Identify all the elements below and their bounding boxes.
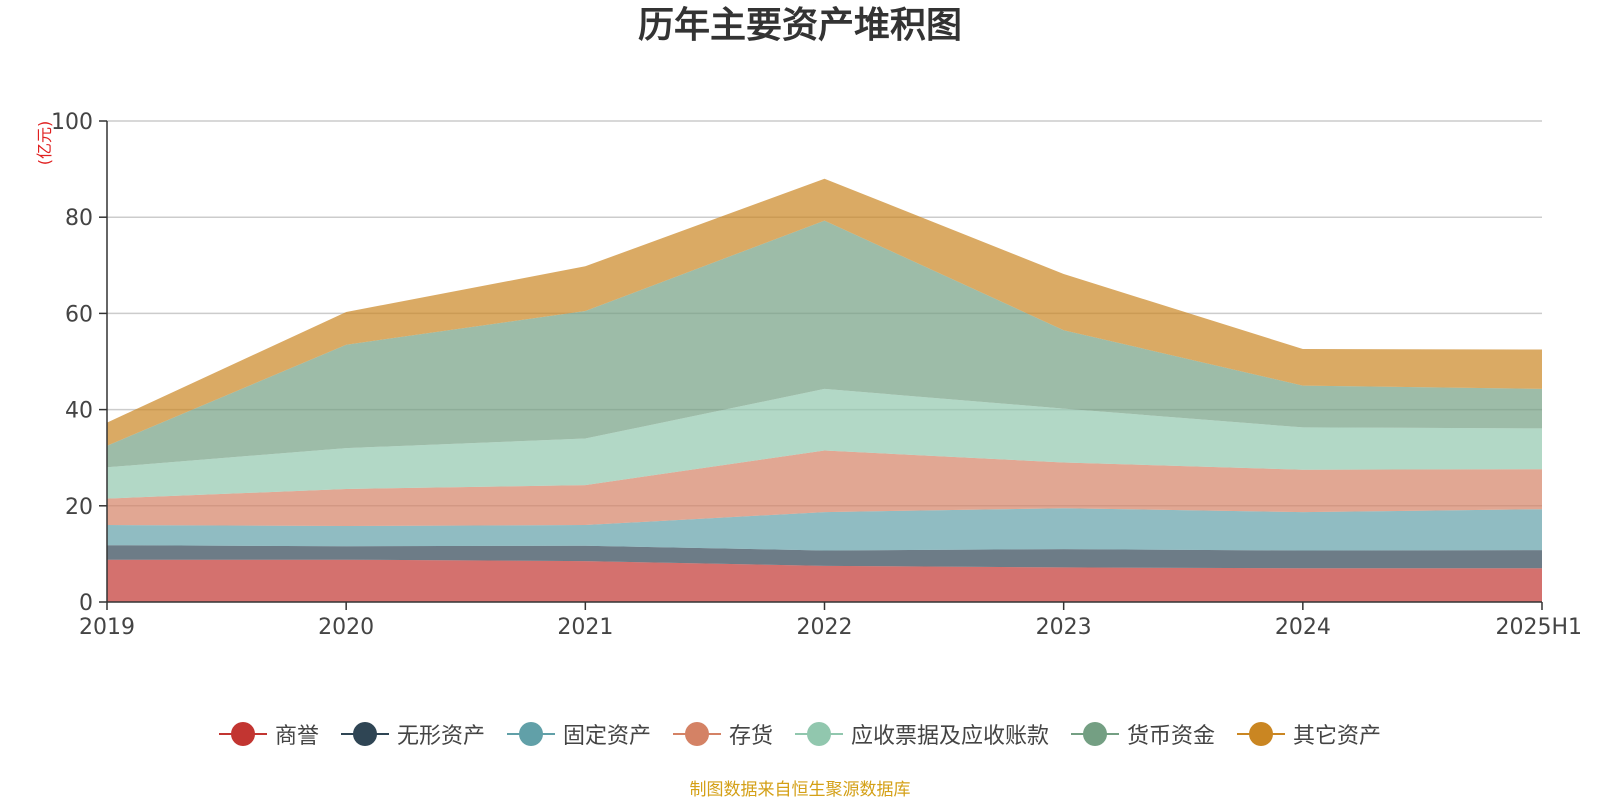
x-tick-label: 2023 bbox=[1036, 615, 1092, 640]
legend-swatch-icon bbox=[795, 722, 843, 746]
area-series-6 bbox=[107, 178, 1542, 446]
x-tick-label: 2020 bbox=[318, 615, 374, 640]
y-tick-label: 40 bbox=[65, 399, 93, 424]
legend-swatch-icon bbox=[672, 722, 721, 746]
legend-swatch-icon bbox=[218, 722, 267, 746]
x-tick-label: 2022 bbox=[797, 615, 853, 640]
legend-label: 存货 bbox=[728, 724, 773, 749]
legend: 商誉 无形资产 固定资产 存货 应收票据及应收账款 货币资金 其它资产 bbox=[0, 718, 1600, 750]
y-axis-unit-label: (亿元) bbox=[35, 121, 54, 166]
x-tick-label: 2021 bbox=[557, 615, 613, 640]
x-tick-label: 2024 bbox=[1275, 615, 1331, 640]
legend-label: 无形资产 bbox=[396, 724, 485, 749]
legend-label: 商誉 bbox=[274, 724, 319, 749]
x-tick-label: 2025H1 bbox=[1495, 615, 1582, 640]
axis-layer: 0 20 40 60 80 100 2019 2020 2021 2022 2023 2024 2025… bbox=[51, 110, 1582, 640]
x-tick-label: 2019 bbox=[79, 615, 135, 640]
legend-swatch-icon bbox=[1071, 722, 1120, 746]
y-tick-label: 20 bbox=[65, 495, 93, 520]
legend-item[interactable]: 其它资产 bbox=[1237, 718, 1381, 750]
legend-item[interactable]: 无形资产 bbox=[340, 718, 485, 750]
stacked-area-chart: 0 20 40 60 80 100 2019 2020 2021 2022 2023 2024 2025… bbox=[35, 110, 1582, 640]
legend-item[interactable]: 商誉 bbox=[218, 718, 319, 750]
y-tick-label: 80 bbox=[65, 206, 93, 231]
legend-item[interactable]: 应收票据及应收账款 bbox=[795, 718, 1049, 750]
area-series-1 bbox=[107, 545, 1542, 569]
source-note: 制图数据来自恒生聚源数据库 bbox=[689, 780, 911, 800]
area-series-2 bbox=[107, 508, 1542, 551]
legend-label: 货币资金 bbox=[1127, 724, 1216, 749]
legend-label: 其它资产 bbox=[1293, 724, 1382, 749]
area-series-0 bbox=[107, 559, 1542, 602]
legend-swatch-icon bbox=[1237, 722, 1286, 746]
y-tick-label: 0 bbox=[79, 591, 93, 616]
area-layer bbox=[107, 178, 1542, 602]
chart-title: 历年主要资产堆积图 bbox=[637, 5, 962, 46]
legend-item[interactable]: 存货 bbox=[672, 718, 773, 750]
y-tick-label: 60 bbox=[65, 302, 93, 327]
area-series-5 bbox=[107, 220, 1542, 468]
legend-swatch-icon bbox=[506, 722, 555, 746]
y-tick-label: 100 bbox=[51, 110, 93, 135]
legend-item[interactable]: 固定资产 bbox=[506, 718, 651, 750]
legend-swatch-icon bbox=[340, 722, 389, 746]
legend-label: 固定资产 bbox=[562, 724, 651, 749]
area-series-3 bbox=[107, 450, 1542, 526]
legend-label: 应收票据及应收账款 bbox=[851, 724, 1050, 749]
legend-item[interactable]: 货币资金 bbox=[1071, 718, 1215, 750]
area-series-4 bbox=[107, 388, 1542, 499]
